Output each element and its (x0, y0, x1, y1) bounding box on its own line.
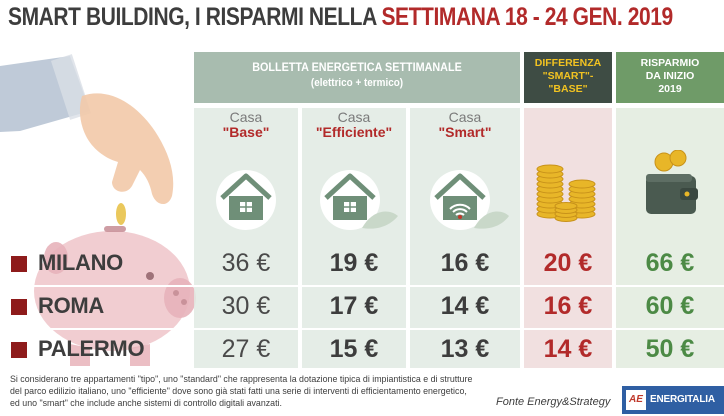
value-efficient: 15 € (329, 335, 379, 363)
column-label-efficient-casa: Casa (337, 109, 371, 125)
difference-header-line-2: "SMART"- (542, 70, 594, 82)
column-label-efficient: Casa "Efficiente" (302, 110, 406, 140)
source-credit: Fonte Energy&Strategy (496, 396, 611, 408)
column-label-smart: Casa "Smart" (410, 110, 520, 140)
column-smart-background (410, 108, 520, 368)
city-marker (11, 256, 27, 272)
savings-header: RISPARMIO DA INIZIO 2019 (616, 52, 724, 103)
value-efficient: 17 € (329, 292, 379, 320)
column-efficient-background (302, 108, 406, 368)
weekly-bill-header-line-2: (elettrico + termico) (310, 77, 404, 89)
piggy-bank-illustration (0, 54, 196, 366)
savings-header-line-3: 2019 (658, 83, 682, 95)
value-base: 27 € (221, 335, 271, 363)
value-efficient: 19 € (329, 249, 379, 277)
value-smart: 13 € (440, 335, 490, 363)
row-divider (0, 285, 724, 287)
value-difference: 20 € (543, 249, 593, 277)
difference-header: DIFFERENZA "SMART"- "BASE" (524, 52, 612, 103)
column-label-smart-name: "Smart" (438, 124, 492, 140)
column-savings-background (616, 108, 724, 368)
value-smart: 14 € (440, 292, 490, 320)
coins-icon (536, 164, 596, 222)
house-base-icon (216, 170, 276, 230)
logo-mark: AE (626, 390, 646, 410)
difference-header-line-3: "BASE" (548, 83, 588, 95)
column-label-base-name: "Base" (222, 124, 270, 140)
column-label-base-casa: Casa (229, 109, 263, 125)
footnote: Si considerano tre appartamenti "tipo", … (10, 374, 473, 409)
column-label-base: Casa "Base" (194, 110, 298, 140)
value-smart: 16 € (440, 249, 490, 277)
column-label-efficient-name: "Efficiente" (315, 124, 393, 140)
city-marker (11, 342, 27, 358)
value-savings: 60 € (645, 292, 695, 320)
table-row: PALERMO 27 € 15 € 13 € 14 € 50 € (0, 330, 724, 370)
savings-header-line-1: RISPARMIO (640, 57, 700, 69)
value-savings: 50 € (645, 335, 695, 363)
savings-header-line-2: DA INIZIO (645, 70, 695, 82)
table-row: MILANO 36 € 19 € 16 € 20 € 66 € (0, 244, 724, 284)
city-name: MILANO (38, 250, 123, 275)
title-part-1: SMART BUILDING, I RISPARMI NELLA (8, 3, 382, 31)
logo-text: ENERGITALIA (650, 394, 715, 405)
value-base: 30 € (221, 292, 271, 320)
value-base: 36 € (221, 249, 271, 277)
house-efficient-icon (320, 170, 398, 230)
weekly-bill-header-line-1: BOLLETTA ENERGETICA SETTIMANALE (252, 60, 462, 74)
column-base-background (194, 108, 298, 368)
value-difference: 14 € (543, 335, 593, 363)
column-difference-background (524, 108, 612, 368)
difference-header-line-1: DIFFERENZA (534, 57, 602, 69)
infographic-title: SMART BUILDING, I RISPARMI NELLA SETTIMA… (8, 3, 673, 37)
value-difference: 16 € (543, 292, 593, 320)
row-divider (0, 328, 724, 330)
house-smart-icon (430, 170, 509, 230)
weekly-bill-header: BOLLETTA ENERGETICA SETTIMANALE (elettri… (194, 52, 520, 103)
energitalia-logo: AE ENERGITALIA (622, 386, 724, 414)
title-part-2: SETTIMANA 18 - 24 GEN. 2019 (381, 3, 673, 31)
value-savings: 66 € (645, 249, 695, 277)
table-row: ROMA 30 € 17 € 14 € 16 € 60 € (0, 287, 724, 327)
city-name: PALERMO (38, 336, 145, 361)
city-marker (11, 299, 27, 315)
column-label-smart-casa: Casa (448, 109, 482, 125)
city-name: ROMA (38, 293, 105, 318)
wallet-icon (646, 150, 698, 214)
